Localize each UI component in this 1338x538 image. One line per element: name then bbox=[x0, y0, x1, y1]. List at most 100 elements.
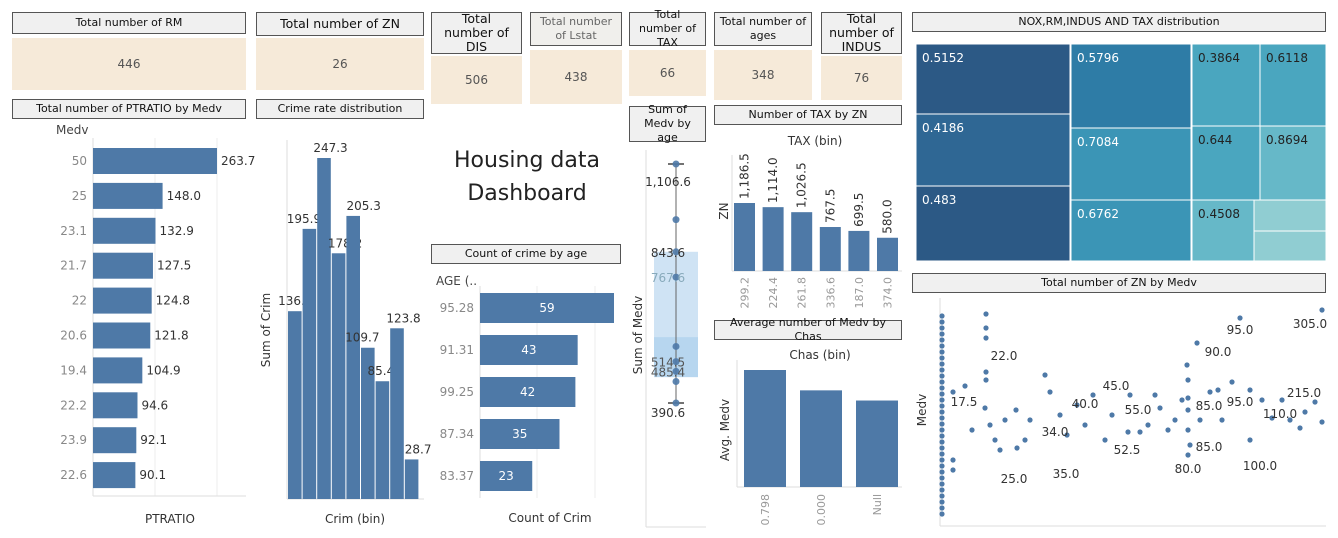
medv-age-value-label: 485.4 bbox=[651, 365, 685, 379]
zn-medv-point bbox=[950, 389, 956, 395]
crime-age-category-label: 99.25 bbox=[440, 385, 474, 399]
zn-medv-point bbox=[939, 397, 945, 403]
zn-medv-point bbox=[1229, 379, 1235, 385]
kpi-zn-header: Total number of ZN bbox=[256, 12, 424, 36]
crime-value-label: 247.3 bbox=[313, 141, 347, 155]
tax-zn-value-label: 1,114.0 bbox=[766, 157, 780, 203]
crime-bar bbox=[317, 158, 331, 499]
crime-age-x-axis-label: Count of Crim bbox=[508, 511, 591, 525]
zn-medv-point bbox=[1014, 445, 1020, 451]
treemap-cell bbox=[915, 185, 1071, 262]
zn-medv-point bbox=[1297, 425, 1303, 431]
zn-medv-point bbox=[939, 469, 945, 475]
zn-medv-point bbox=[939, 505, 945, 511]
zn-medv-point bbox=[1185, 395, 1191, 401]
treemap-cell bbox=[1070, 43, 1192, 129]
zn-medv-value-label: 34.0 bbox=[1042, 425, 1069, 439]
zn-medv-point bbox=[997, 447, 1003, 453]
zn-medv-point bbox=[983, 311, 989, 317]
medv-age-point bbox=[672, 367, 680, 375]
zn-medv-point bbox=[939, 355, 945, 361]
crime-bar bbox=[346, 215, 360, 500]
zn-medv-value-label: 110.0 bbox=[1263, 407, 1297, 421]
treemap-cell bbox=[1253, 230, 1327, 262]
zn-medv-point bbox=[939, 409, 945, 415]
zn-medv-point bbox=[1187, 442, 1193, 448]
zn-medv-point bbox=[1074, 402, 1080, 408]
ptratio-value-label: 148.0 bbox=[167, 189, 201, 203]
dashboard-title-line2: Dashboard bbox=[467, 181, 587, 206]
medv-chas-chart-header: Average number of Medv by Chas bbox=[714, 316, 902, 343]
kpi-rm-value: 446 bbox=[12, 38, 246, 90]
crime-age-bar bbox=[480, 461, 533, 491]
zn-medv-point bbox=[939, 373, 945, 379]
treemap-cell-label: 0.6762 bbox=[1077, 207, 1119, 221]
ptratio-category-label: 50 bbox=[72, 154, 87, 168]
ptratio-bar bbox=[93, 252, 153, 279]
crime-bar bbox=[331, 253, 346, 499]
zn-medv-point bbox=[939, 385, 945, 391]
zn-medv-value-label: 305.0 bbox=[1293, 317, 1327, 331]
zn-medv-point bbox=[939, 391, 945, 397]
zn-medv-point bbox=[962, 383, 968, 389]
kpi-rm-header: Total number of RM bbox=[12, 12, 246, 34]
zn-medv-point bbox=[1013, 407, 1019, 413]
crime-bar bbox=[302, 228, 317, 499]
zn-medv-point bbox=[1064, 432, 1070, 438]
zn-medv-value-label: 40.0 bbox=[1072, 397, 1099, 411]
zn-medv-value-label: 215.0 bbox=[1287, 386, 1321, 400]
crime-bar bbox=[361, 347, 375, 499]
zn-medv-point bbox=[939, 457, 945, 463]
zn-medv-point bbox=[1047, 389, 1053, 395]
tax-zn-x-axis-label: TAX (bin) bbox=[787, 134, 843, 148]
zn-medv-point bbox=[1215, 387, 1221, 393]
treemap-chart-header: NOX,RM,INDUS AND TAX distribution bbox=[912, 12, 1326, 32]
treemap-cell bbox=[1259, 43, 1327, 127]
zn-medv-point bbox=[983, 369, 989, 375]
medv-age-value-label: 843.6 bbox=[651, 246, 685, 260]
zn-medv-point bbox=[1127, 392, 1133, 398]
zn-medv-point bbox=[969, 427, 975, 433]
zn-medv-value-label: 85.0 bbox=[1196, 440, 1223, 454]
ptratio-value-label: 121.8 bbox=[154, 329, 188, 343]
medv-age-point bbox=[672, 248, 680, 256]
zn-medv-point bbox=[939, 511, 945, 517]
zn-medv-point bbox=[1312, 399, 1318, 405]
zn-medv-point bbox=[939, 445, 945, 451]
crime-y-axis-label: Sum of Crim bbox=[259, 293, 273, 367]
medv-chas-category-label: 0.798 bbox=[759, 494, 772, 526]
ptratio-category-label: 22 bbox=[72, 294, 87, 308]
tax-zn-category-label: 336.6 bbox=[824, 277, 837, 309]
zn-medv-point bbox=[939, 433, 945, 439]
zn-medv-point bbox=[1207, 389, 1213, 395]
tax-zn-value-label: 767.5 bbox=[823, 189, 837, 223]
ptratio-x-axis-label: PTRATIO bbox=[145, 512, 195, 526]
zn-medv-point bbox=[1179, 397, 1185, 403]
zn-medv-point bbox=[1269, 415, 1275, 421]
crime-value-label: 109.7 bbox=[345, 331, 379, 345]
crime-value-label: 195.9 bbox=[287, 212, 321, 226]
treemap-cell-label: 0.8694 bbox=[1266, 133, 1308, 147]
tax-zn-category-label: 261.8 bbox=[796, 277, 809, 309]
treemap-cell-label: 0.3864 bbox=[1198, 51, 1240, 65]
crime-age-category-label: 87.34 bbox=[440, 427, 474, 441]
zn-medv-point bbox=[939, 331, 945, 337]
treemap-cell bbox=[1259, 125, 1327, 201]
zn-medv-point bbox=[1002, 417, 1008, 423]
kpi-dis-value: 506 bbox=[431, 56, 522, 104]
medv-chas-bar bbox=[800, 390, 842, 487]
tax-zn-category-label: 224.4 bbox=[767, 277, 780, 309]
crime-x-axis-label: Crim (bin) bbox=[325, 512, 385, 526]
tax-zn-bar bbox=[877, 237, 898, 271]
zn-medv-point bbox=[939, 415, 945, 421]
crime-age-bar bbox=[480, 293, 614, 323]
zn-medv-point bbox=[939, 451, 945, 457]
zn-medv-point bbox=[1319, 419, 1325, 425]
zn-medv-y-axis-label: Medv bbox=[915, 394, 929, 426]
treemap-cell bbox=[1070, 199, 1192, 262]
crime-age-bar bbox=[480, 377, 576, 407]
crime-age-y-axis-label: AGE (.. bbox=[436, 274, 477, 288]
zn-medv-point bbox=[939, 313, 945, 319]
ptratio-category-label: 21.7 bbox=[60, 259, 87, 273]
